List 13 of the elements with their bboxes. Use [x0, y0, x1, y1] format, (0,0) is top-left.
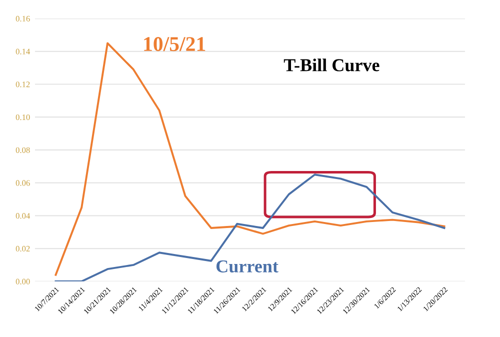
y-tick-label: 0.06: [16, 180, 30, 186]
y-tick-label: 0.02: [16, 246, 30, 252]
y-tick-label: 0.12: [16, 82, 30, 88]
text: T-Bill Curve: [284, 58, 380, 72]
y-tick-label: 0.08: [16, 147, 30, 153]
series-label: Current: [216, 260, 278, 273]
y-tick-label: 0.04: [16, 213, 30, 219]
y-tick-label: 0.16: [16, 16, 30, 22]
y-tick-label: 0.00: [16, 278, 30, 284]
line-series: [54, 174, 446, 282]
y-tick-label: 0.14: [16, 48, 30, 54]
series-label: 10/5/21: [144, 37, 206, 52]
y-tick-label: 0.10: [16, 114, 30, 120]
